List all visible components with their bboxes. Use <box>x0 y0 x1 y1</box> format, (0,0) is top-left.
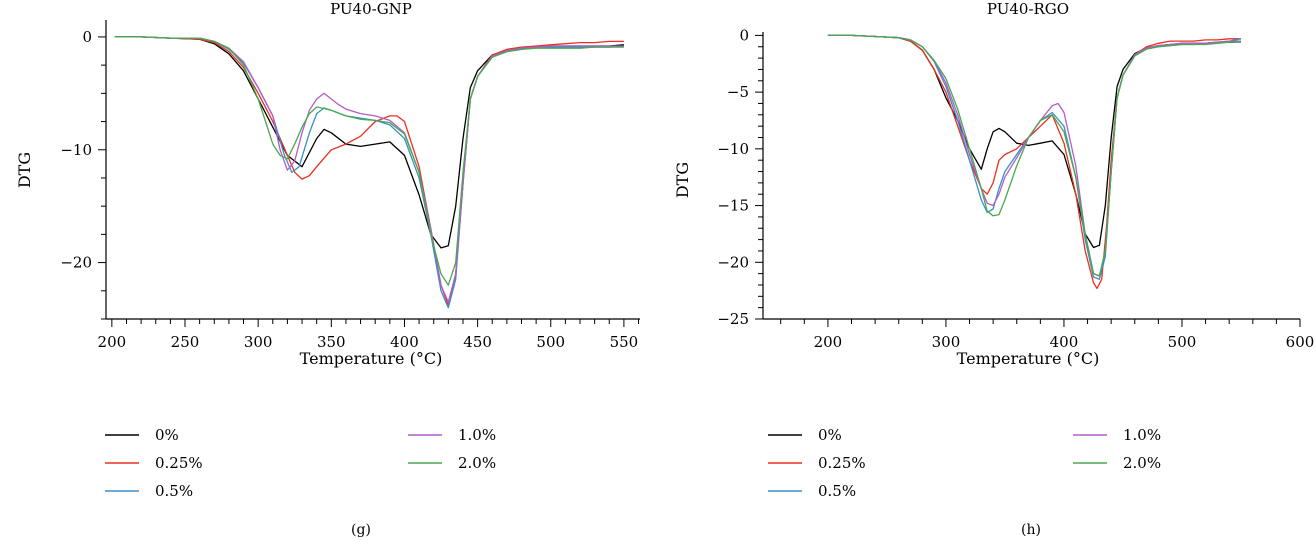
x-tick-label: 300 <box>932 333 961 351</box>
legend-h: 0% 0.25% 0.5% 1.0% 2.0% <box>768 426 1161 500</box>
x-tick-label: 450 <box>463 333 492 351</box>
legend-label: 1.0% <box>1123 426 1161 444</box>
x-tick-label: 600 <box>1286 333 1315 351</box>
panel-label-h: (h) <box>1021 522 1041 538</box>
y-tick-label: −10 <box>60 141 92 159</box>
series-line-0-5- <box>114 36 624 309</box>
plot-area-h: 200 300 400 500 600 0 −5 −10 −15 −20 −25 <box>717 26 1314 351</box>
x-tick-label: 350 <box>317 333 346 351</box>
x-tick-label: 300 <box>244 333 273 351</box>
legend-label: 2.0% <box>458 454 496 472</box>
x-axis-title-h: Temperature (°C) <box>957 349 1100 368</box>
series-line-0-25- <box>827 34 1241 290</box>
y-tick-label: −20 <box>717 253 749 271</box>
y-tick-label: −25 <box>717 310 749 328</box>
series-line-0-25- <box>114 36 624 307</box>
legend-label: 0.25% <box>155 454 203 472</box>
y-tick-label: −5 <box>727 83 749 101</box>
x-tick-label: 400 <box>390 333 419 351</box>
chart-panel-h: PU40-RGO Temperature (°C) DTG 200 300 400 5… <box>673 0 1314 538</box>
x-tick-label: 550 <box>610 333 639 351</box>
y-axis-title-g: DTG <box>15 152 34 188</box>
series-line-0-5- <box>827 34 1242 280</box>
chart-panel-g: PU40-GNP Temperature (°C) DTG 200 250 300 3… <box>15 0 640 538</box>
legend-g: 0% 0.25% 0.5% 1.0% 2.0% <box>105 426 496 500</box>
series-line-2-0- <box>114 36 624 286</box>
legend-label: 0.5% <box>155 482 193 500</box>
y-axis-title-h: DTG <box>673 162 692 198</box>
legend-label: 2.0% <box>1123 454 1161 472</box>
series-line-0- <box>114 36 624 249</box>
legend-label: 0% <box>155 426 179 444</box>
chart-title-g: PU40-GNP <box>330 0 412 18</box>
x-axis-title-g: Temperature (°C) <box>300 349 443 368</box>
chart-title-h: PU40-RGO <box>987 0 1069 18</box>
series-line-0- <box>827 34 1236 249</box>
plot-area-g: 200 250 300 350 400 450 500 550 0 −10 −20 <box>60 20 640 351</box>
x-tick-label: 200 <box>814 333 843 351</box>
x-tick-label: 250 <box>171 333 200 351</box>
x-tick-label: 500 <box>536 333 565 351</box>
panel-label-g: (g) <box>351 522 371 538</box>
legend-label: 1.0% <box>458 426 496 444</box>
x-tick-label: 500 <box>1168 333 1197 351</box>
legend-label: 0% <box>818 426 842 444</box>
legend-label: 0.5% <box>818 482 856 500</box>
y-tick-label: 0 <box>82 28 92 46</box>
legend-label: 0.25% <box>818 454 866 472</box>
y-tick-label: −10 <box>717 140 749 158</box>
x-tick-label: 400 <box>1050 333 1079 351</box>
y-tick-label: 0 <box>739 26 749 44</box>
series-line-2-0- <box>827 34 1241 277</box>
y-tick-label: −20 <box>60 254 92 272</box>
x-tick-label: 200 <box>98 333 127 351</box>
series-line-1-0- <box>827 34 1241 277</box>
series-line-1-0- <box>114 36 624 303</box>
y-tick-label: −15 <box>717 197 749 215</box>
